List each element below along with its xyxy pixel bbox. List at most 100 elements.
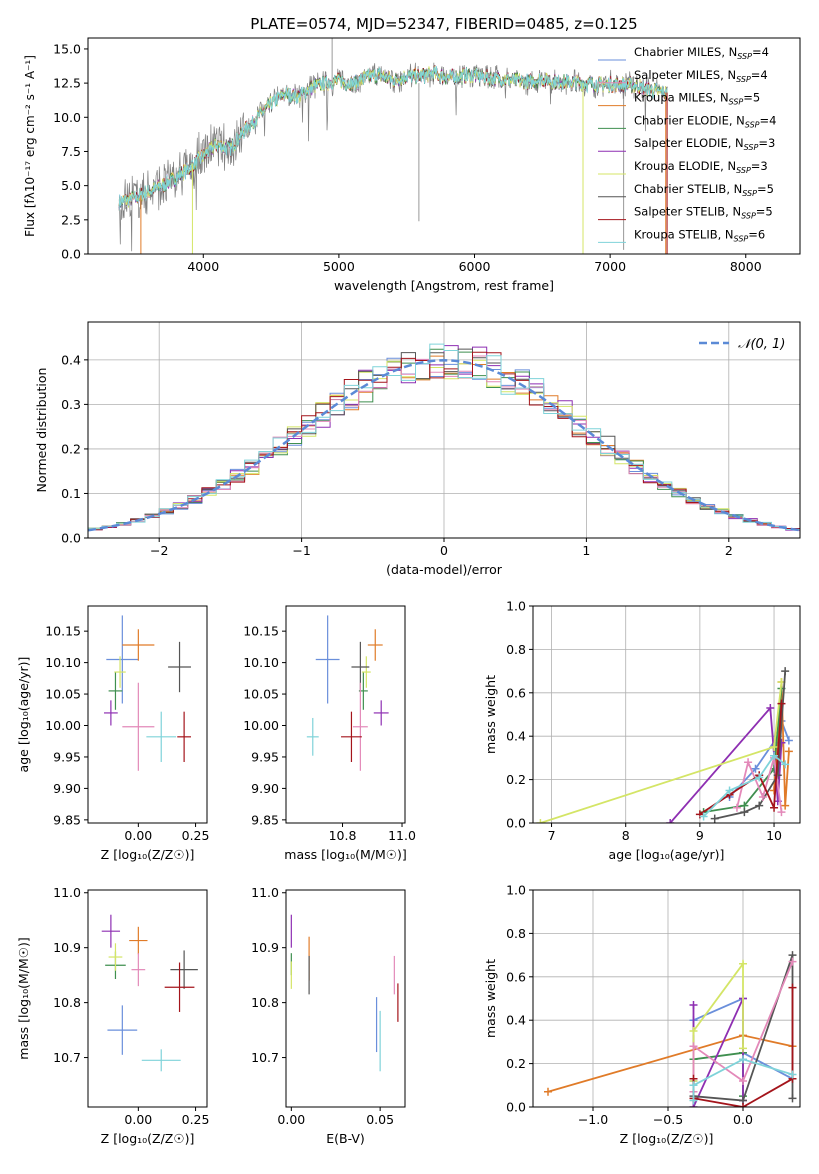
plot-area <box>88 322 800 538</box>
y-tick-label: 0.6 <box>506 969 526 984</box>
weight-marker <box>781 760 790 769</box>
error-bar-point <box>170 950 198 989</box>
weight-marker <box>725 786 734 795</box>
y-tick-label: 10.05 <box>45 687 81 702</box>
error-bar-point <box>306 717 319 756</box>
y-tick-label: 9.90 <box>53 781 81 796</box>
error-bar-point <box>108 943 123 971</box>
histogram-step <box>88 348 800 530</box>
x-axis-label: Z [log₁₀(Z/Z☉)] <box>101 1131 195 1146</box>
y-tick-label: 0.2 <box>61 441 81 456</box>
weight-marker <box>689 1081 698 1090</box>
x-tick-label: 0 <box>440 543 448 558</box>
x-tick-label: 5000 <box>323 259 355 274</box>
y-tick-label: 1.0 <box>506 883 526 898</box>
y-tick-label: 15.0 <box>53 41 81 56</box>
axes-frame <box>285 889 406 1108</box>
chart-title: PLATE=0574, MJD=52347, FIBERID=0485, z=0… <box>250 15 637 33</box>
x-tick-label: −0.5 <box>653 1112 683 1127</box>
axes-frame <box>285 605 406 824</box>
weight-marker <box>788 983 797 992</box>
weight-line <box>692 998 744 1107</box>
weight-marker <box>536 819 545 823</box>
y-axis: 0.0 0.2 0.4 0.6 0.8 1.0 <box>506 883 533 1115</box>
y-tick-label: 0.0 <box>506 1100 526 1115</box>
error-bar-point <box>114 656 126 688</box>
weight-marker <box>777 808 786 817</box>
weight-line <box>540 681 783 823</box>
y-tick-label: 1.0 <box>506 599 526 614</box>
x-axis-label: mass [log₁₀(M/M☉)] <box>284 847 406 862</box>
weight-marker <box>739 1076 747 1085</box>
weight-marker <box>784 747 793 756</box>
x-axis-label: E(B-V) <box>326 1131 365 1146</box>
error-bar-point <box>367 629 383 661</box>
y-axis: 9.85 9.90 9.95 10.00 10.05 10.10 10.15 <box>243 624 286 827</box>
x-axis-label: Z [log₁₀(Z/Z☉)] <box>620 1131 714 1146</box>
weight-marker <box>689 1042 698 1051</box>
error-bar-point <box>122 682 155 771</box>
error-bar-point <box>131 953 146 987</box>
y-tick-label: 0.2 <box>506 1056 526 1071</box>
weight-marker <box>758 792 767 801</box>
error-bar-point <box>341 711 362 762</box>
y-tick-label: 10.0 <box>53 110 81 125</box>
axes-frame <box>532 605 801 824</box>
y-tick-label: 0.1 <box>61 486 81 501</box>
plot-area <box>533 606 800 823</box>
legend-label: Kroupa MILES, NSSP=5 <box>634 91 760 107</box>
weight-marker <box>739 1044 747 1053</box>
chart-weight-vs-age: 7 8 9 10 0.0 0.2 0.4 0.6 0.8 1.0 age [log₁₀(age/yr… <box>483 599 801 862</box>
y-tick-label: 0.8 <box>506 926 526 941</box>
y-tick-label: 9.85 <box>251 812 279 827</box>
y-axis-label: mass weight <box>483 959 498 1038</box>
y-axis: 10.7 10.8 10.9 11.0 <box>251 885 286 1065</box>
y-tick-label: 0.4 <box>506 1013 526 1028</box>
error-bar-point <box>108 672 123 710</box>
x-tick-label: 0.00 <box>277 1112 305 1127</box>
y-axis: 0.0 0.1 0.2 0.3 0.4 <box>61 352 88 546</box>
weight-marker <box>770 803 779 812</box>
y-axis: 10.7 10.8 10.9 11.0 <box>53 885 88 1065</box>
y-tick-label: 11.0 <box>251 885 279 900</box>
x-tick-label: 8 <box>622 828 630 843</box>
x-axis: 10.8 11.0 <box>329 823 416 843</box>
axes-frame <box>532 889 801 1108</box>
weight-marker <box>744 758 753 767</box>
x-tick-label: 10 <box>766 828 782 843</box>
plot-area <box>101 914 198 1072</box>
y-axis-label: mass [log₁₀(M/M☉)] <box>16 937 31 1059</box>
plot-area <box>290 914 399 1072</box>
histogram-step <box>88 351 800 531</box>
error-bar-point <box>373 700 389 726</box>
weight-marker <box>740 808 749 817</box>
y-axis: 0.0 0.2 0.4 0.6 0.8 1.0 <box>506 599 533 831</box>
x-tick-label: 0.00 <box>124 1112 152 1127</box>
x-tick-label: 8000 <box>730 259 762 274</box>
weight-marker <box>699 812 708 821</box>
y-axis-label: mass weight <box>483 675 498 754</box>
x-tick-label: 9 <box>696 828 704 843</box>
x-tick-label: 0.25 <box>182 828 210 843</box>
error-bar-point <box>101 914 121 948</box>
plot-area <box>533 890 800 1107</box>
y-tick-label: 11.0 <box>53 885 81 900</box>
y-tick-label: 7.5 <box>61 144 81 159</box>
weight-marker <box>739 959 747 968</box>
error-bar-point <box>106 615 139 704</box>
weight-marker <box>777 699 786 708</box>
x-axis: 0.00 0.05 <box>277 1107 394 1127</box>
y-tick-label: 10.9 <box>251 940 279 955</box>
chart-age-vs-z: 0.00 0.25 9.85 9.90 9.95 10.00 10.05 10.10 10.15… <box>16 605 210 862</box>
y-tick-label: 0.0 <box>61 247 81 262</box>
weight-line <box>692 1058 793 1101</box>
weight-marker <box>781 801 790 810</box>
y-tick-label: 2.5 <box>61 212 81 227</box>
weight-marker <box>788 1070 797 1079</box>
y-tick-label: 0.4 <box>61 352 81 367</box>
weight-marker <box>755 801 764 810</box>
y-tick-label: 10.15 <box>243 624 279 639</box>
x-tick-label: −2 <box>150 543 168 558</box>
y-tick-label: 9.95 <box>53 749 81 764</box>
